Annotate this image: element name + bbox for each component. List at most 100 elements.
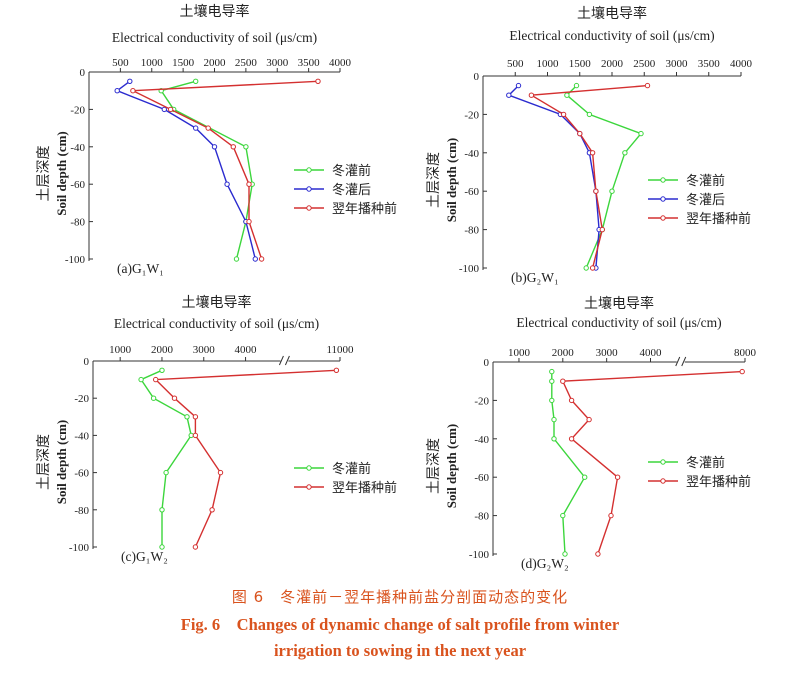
data-point — [583, 265, 589, 271]
data-point — [230, 144, 237, 150]
x-tick-label: 2000 — [552, 347, 575, 359]
y-tick-label: -100 — [459, 263, 480, 275]
data-point — [582, 474, 588, 480]
x-tick-label: 1000 — [537, 58, 560, 70]
x-axis-title-cn: 土壤电导率 — [584, 295, 654, 312]
legend-marker-1 — [306, 465, 312, 471]
y-tick-label: -80 — [464, 225, 479, 237]
y-tick-label: 0 — [80, 67, 86, 79]
data-point — [159, 507, 165, 513]
series-line-3 — [130, 80, 319, 260]
series-line-1 — [551, 371, 586, 555]
x-tick-label: 1000 — [508, 347, 531, 359]
data-point — [622, 150, 628, 156]
y-tick-label: -20 — [74, 393, 89, 405]
figure-caption-en-line1: Fig. 6 Changes of dynamic change of salt… — [180, 615, 620, 634]
x-tick-label: 2000 — [204, 57, 227, 69]
data-point — [211, 144, 218, 150]
y-tick-label: -100 — [69, 542, 90, 554]
y-tick-label: -60 — [464, 186, 479, 198]
x-tick-label: 1500 — [172, 57, 195, 69]
legend-label-1: 冬灌前 — [332, 163, 371, 179]
data-point — [577, 130, 583, 137]
y-tick-label: -20 — [70, 104, 85, 116]
data-point — [114, 88, 120, 94]
data-point — [243, 144, 249, 150]
data-point — [246, 181, 252, 187]
x-tick-label: 2000 — [601, 58, 624, 70]
series-line-2 — [154, 369, 337, 548]
data-point — [315, 78, 321, 85]
y-axis-title-cn: 土层深度 — [426, 152, 442, 208]
x-tick-label: 4000 — [235, 344, 258, 356]
legend-marker-3 — [306, 205, 312, 211]
x-tick-label: 2500 — [235, 57, 258, 69]
data-point — [138, 376, 144, 383]
data-point — [192, 432, 199, 439]
data-point — [159, 544, 165, 550]
panel-label: (c)G₁W₂ — [121, 549, 168, 564]
legend-marker-1 — [660, 459, 666, 465]
legend-label-3: 翌年播种前 — [686, 211, 751, 227]
data-point — [246, 218, 252, 225]
y-axis-title-en: Soil depth (cm) — [444, 424, 459, 509]
y-axis-title-cn: 土层深度 — [36, 146, 52, 202]
data-point — [614, 474, 621, 480]
data-point — [562, 551, 568, 557]
x-axis-title-cn: 土壤电导率 — [577, 5, 647, 22]
data-point — [608, 512, 614, 519]
y-tick-label: -20 — [474, 395, 489, 407]
legend-label-2: 翌年播种前 — [332, 480, 397, 496]
chart-panel-3: 土壤电导率 Electrical conductivity of soil (μs… — [36, 294, 397, 564]
data-point — [560, 512, 566, 519]
x-axis-title-en: Electrical conductivity of soil (μs/cm) — [516, 315, 721, 330]
panel-label: (b)G₂W₁ — [511, 270, 559, 285]
axis-break-mark — [681, 356, 687, 367]
chart-panel-1: 土壤电导率 Electrical conductivity of soil (μs… — [36, 3, 397, 276]
axis-break-mark — [675, 356, 681, 367]
data-point — [739, 368, 745, 375]
data-point — [506, 92, 512, 98]
data-point — [205, 125, 211, 131]
data-point — [192, 544, 199, 550]
series-line-3 — [529, 84, 648, 269]
data-point — [609, 188, 615, 194]
data-point — [333, 367, 340, 373]
data-point — [192, 414, 199, 420]
x-tick-label: 1000 — [141, 57, 164, 69]
legend-label-1: 冬灌前 — [686, 173, 725, 189]
data-point — [159, 367, 165, 373]
legend-marker-2 — [306, 484, 312, 490]
series-line-1 — [565, 85, 643, 269]
x-tick-label: 3000 — [596, 347, 619, 359]
y-tick-label: -40 — [70, 142, 85, 154]
x-axis-title-en: Electrical conductivity of soil (μs/cm) — [112, 30, 317, 45]
legend-marker-2 — [660, 478, 666, 484]
legend-label-2: 冬灌后 — [332, 182, 371, 198]
axis-break-mark — [278, 355, 284, 366]
y-tick-label: -20 — [464, 109, 479, 121]
x-tick-label: 2500 — [633, 58, 656, 70]
legend-label-2: 冬灌后 — [686, 192, 725, 208]
chart-panel-2: 土壤电导率 Electrical conductivity of soil (μs… — [426, 5, 753, 285]
data-point — [209, 507, 215, 513]
data-point — [193, 125, 199, 131]
data-point — [258, 256, 265, 262]
data-point — [130, 88, 136, 94]
data-point — [589, 150, 596, 156]
legend-marker-2 — [660, 196, 666, 202]
x-tick-label: 11000 — [326, 344, 354, 356]
y-tick-label: -80 — [474, 511, 489, 523]
data-point — [217, 469, 224, 476]
y-tick-label: -100 — [65, 254, 86, 266]
legend-label-3: 翌年播种前 — [332, 201, 397, 217]
data-point — [171, 395, 178, 401]
y-tick-label: 0 — [484, 357, 490, 369]
y-tick-label: -40 — [464, 148, 479, 160]
data-point — [515, 82, 522, 89]
data-point — [589, 265, 596, 271]
x-tick-label: 3000 — [666, 58, 689, 70]
data-point — [233, 256, 240, 262]
data-point — [184, 414, 190, 420]
